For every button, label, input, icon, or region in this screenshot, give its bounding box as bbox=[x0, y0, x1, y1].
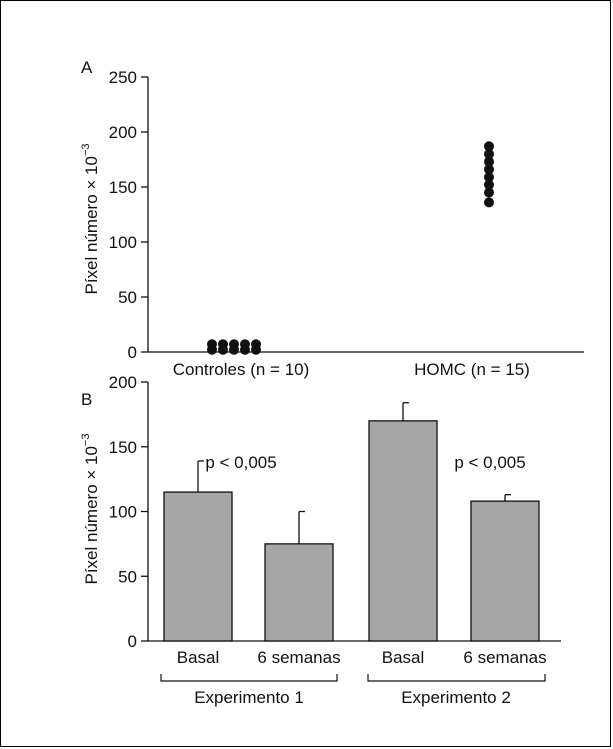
data-point-homc bbox=[484, 156, 494, 167]
panel-a-xtick-controles: Controles (n = 10) bbox=[173, 360, 310, 379]
data-point-homc bbox=[484, 187, 494, 198]
data-point-homc bbox=[484, 149, 494, 159]
data-point-homc bbox=[484, 141, 494, 152]
bar-3 bbox=[368, 420, 438, 642]
panel-b-ytick-label: 100 bbox=[109, 503, 137, 522]
experiment-2-bracket bbox=[367, 674, 546, 682]
data-point-homc bbox=[484, 197, 494, 208]
panel-a-ytick-label: 0 bbox=[128, 343, 137, 362]
panel-a-ytick-label: 200 bbox=[109, 123, 137, 142]
panel-a-ylabel: Píxel número × 10−3 bbox=[80, 144, 101, 295]
experiment-1-label: Experimento 1 bbox=[194, 688, 304, 707]
panel-b-ytick-label: 50 bbox=[118, 567, 137, 586]
panel-a-xtick-homc: HOMC (n = 15) bbox=[414, 360, 530, 379]
panel-b-label: B bbox=[81, 390, 92, 409]
panel-b-ytick-label: 0 bbox=[128, 632, 137, 651]
panel-a-ytick-label: 50 bbox=[118, 288, 137, 307]
panel-b-ytick-label: 150 bbox=[109, 438, 137, 457]
data-point-controles bbox=[207, 339, 217, 350]
panel-a-ytick-label: 150 bbox=[109, 178, 137, 197]
bar-4 bbox=[470, 500, 540, 642]
bar-2 bbox=[264, 543, 334, 642]
panel-a-ytick-label: 100 bbox=[109, 233, 137, 252]
panel-b-xtick-1: Basal bbox=[177, 648, 220, 667]
experiment-2-label: Experimento 2 bbox=[401, 688, 511, 707]
panel-b-ytick-label: 200 bbox=[109, 373, 137, 392]
panel-b-xtick-4: 6 semanas bbox=[463, 648, 546, 667]
experiment-1-bracket bbox=[160, 674, 338, 682]
data-point-homc bbox=[484, 172, 494, 183]
panel-a-ytick-label: 250 bbox=[109, 68, 137, 87]
data-point-controles bbox=[229, 339, 239, 350]
panel-a: A Píxel número × 10−3 0 50 100 150 200 250 Co… bbox=[80, 58, 584, 379]
data-point-controles bbox=[218, 339, 228, 350]
panel-b-pvalue-2: p < 0,005 bbox=[454, 453, 525, 472]
data-point-controles bbox=[240, 339, 250, 350]
panel-a-label: A bbox=[81, 58, 93, 77]
panel-b-pvalue-1: p < 0,005 bbox=[205, 453, 276, 472]
data-point-controles bbox=[251, 339, 261, 350]
data-point-homc bbox=[484, 164, 494, 175]
panel-b-xtick-2: 6 semanas bbox=[257, 648, 340, 667]
panel-b-xtick-3: Basal bbox=[382, 648, 425, 667]
panel-b: B Píxel número × 10−3 0 50 100 150 200 p < 0… bbox=[80, 373, 561, 707]
data-point-homc bbox=[484, 179, 494, 190]
panel-b-ylabel: Píxel número × 10−3 bbox=[80, 434, 101, 585]
bar-1 bbox=[163, 491, 233, 642]
